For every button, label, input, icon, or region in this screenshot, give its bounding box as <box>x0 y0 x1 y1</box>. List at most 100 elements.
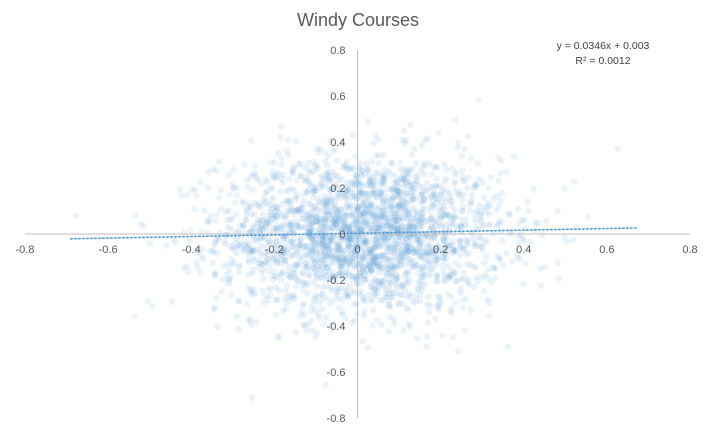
scatter-point <box>267 285 275 292</box>
scatter-point <box>404 248 411 256</box>
scatter-point <box>278 260 285 267</box>
scatter-point <box>322 234 329 241</box>
scatter-point <box>290 187 298 194</box>
scatter-point <box>267 219 274 226</box>
scatter-point <box>338 246 345 253</box>
scatter-point <box>378 207 385 215</box>
scatter-point <box>279 268 286 276</box>
scatter-point <box>290 268 297 276</box>
scatter-point <box>233 235 241 243</box>
scatter-point <box>391 264 398 271</box>
scatter-point <box>274 333 281 340</box>
scatter-point <box>303 263 310 271</box>
scatter-point <box>361 204 368 212</box>
scatter-point <box>416 297 424 305</box>
scatter-point <box>365 270 373 277</box>
scatter-point <box>274 260 281 268</box>
scatter-point <box>313 218 320 225</box>
scatter-point <box>324 176 331 183</box>
scatter-point <box>249 186 257 194</box>
scatter-point <box>278 155 285 162</box>
scatter-point <box>366 263 373 270</box>
scatter-point <box>395 226 402 234</box>
scatter-point <box>383 290 390 297</box>
scatter-point <box>416 243 423 251</box>
scatter-point <box>374 316 381 324</box>
scatter-point <box>230 259 238 266</box>
scatter-point <box>335 190 343 198</box>
scatter-point <box>338 140 346 148</box>
scatter-point <box>424 244 431 251</box>
scatter-point <box>299 201 307 208</box>
scatter-point <box>210 306 218 313</box>
scatter-point <box>370 257 378 264</box>
scatter-point <box>302 279 309 286</box>
scatter-point <box>485 222 493 229</box>
scatter-point <box>407 218 414 226</box>
scatter-point <box>405 306 412 314</box>
scatter-point <box>412 298 420 305</box>
scatter-point <box>435 247 442 254</box>
scatter-point <box>401 247 409 254</box>
scatter-point <box>346 243 353 251</box>
scatter-point <box>419 282 426 289</box>
scatter-point <box>279 270 286 278</box>
scatter-point <box>464 278 471 286</box>
scatter-point <box>384 235 391 242</box>
scatter-point <box>330 205 338 212</box>
scatter-point <box>337 264 345 271</box>
scatter-point <box>312 291 319 299</box>
scatter-point <box>467 306 474 314</box>
scatter-point <box>401 261 408 269</box>
scatter-point <box>204 230 211 237</box>
scatter-point <box>358 268 366 275</box>
scatter-point <box>347 250 355 257</box>
scatter-point <box>395 301 402 308</box>
scatter-point <box>498 157 505 165</box>
scatter-point <box>316 218 323 225</box>
scatter-point <box>264 251 271 259</box>
scatter-point <box>274 224 281 232</box>
scatter-point <box>320 238 327 245</box>
scatter-point <box>265 256 272 263</box>
scatter-point <box>371 181 378 188</box>
scatter-point <box>332 213 339 220</box>
scatter-point <box>319 183 326 191</box>
scatter-point <box>277 256 285 263</box>
scatter-point <box>350 180 357 188</box>
scatter-point <box>334 289 342 296</box>
scatter-point <box>241 242 248 249</box>
scatter-point <box>356 265 364 272</box>
scatter-point <box>451 214 459 222</box>
scatter-point <box>356 159 363 166</box>
scatter-point <box>486 220 493 228</box>
scatter-point <box>406 225 414 232</box>
scatter-point <box>313 250 320 257</box>
scatter-point <box>294 191 301 199</box>
scatter-point <box>232 244 240 252</box>
scatter-point <box>274 296 281 303</box>
scatter-point <box>378 321 385 328</box>
scatter-point <box>442 175 450 182</box>
scatter-point <box>463 295 470 303</box>
scatter-point <box>450 268 458 275</box>
scatter-point <box>418 287 426 294</box>
scatter-point <box>328 186 335 193</box>
scatter-point <box>332 215 340 222</box>
scatter-point <box>308 242 315 250</box>
scatter-point <box>320 244 327 252</box>
scatter-point <box>399 197 406 205</box>
scatter-point <box>340 237 348 245</box>
scatter-point <box>353 172 360 180</box>
scatter-point <box>352 171 360 178</box>
scatter-point <box>325 242 332 249</box>
scatter-point <box>342 217 349 224</box>
scatter-point <box>278 277 285 284</box>
scatter-point <box>425 233 432 241</box>
scatter-point <box>320 244 328 251</box>
scatter-point <box>413 246 420 253</box>
scatter-point <box>369 174 376 181</box>
scatter-point <box>364 168 372 175</box>
scatter-point <box>253 174 260 181</box>
scatter-point <box>219 276 227 283</box>
